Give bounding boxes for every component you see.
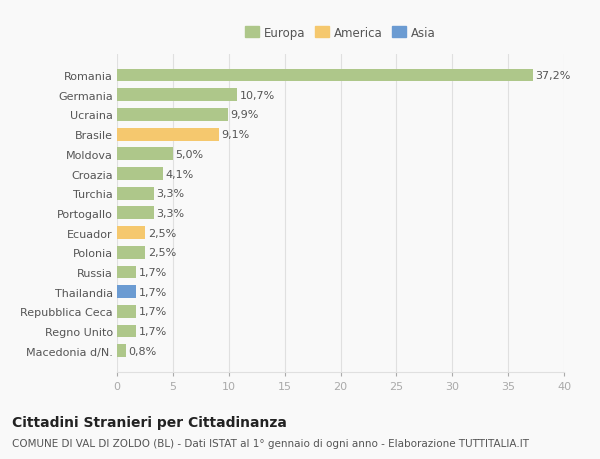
Bar xyxy=(117,148,173,161)
Bar xyxy=(117,187,154,200)
Text: 3,3%: 3,3% xyxy=(157,189,185,199)
Text: 1,7%: 1,7% xyxy=(139,287,167,297)
Text: COMUNE DI VAL DI ZOLDO (BL) - Dati ISTAT al 1° gennaio di ogni anno - Elaborazio: COMUNE DI VAL DI ZOLDO (BL) - Dati ISTAT… xyxy=(12,438,529,448)
Text: 0,8%: 0,8% xyxy=(129,346,157,356)
Legend: Europa, America, Asia: Europa, America, Asia xyxy=(242,23,439,43)
Text: 2,5%: 2,5% xyxy=(148,248,176,258)
Text: 5,0%: 5,0% xyxy=(176,150,204,159)
Bar xyxy=(117,168,163,180)
Text: 3,3%: 3,3% xyxy=(157,208,185,218)
Bar xyxy=(117,285,136,298)
Bar xyxy=(117,345,126,358)
Bar xyxy=(117,89,236,102)
Bar xyxy=(117,266,136,279)
Text: 9,1%: 9,1% xyxy=(221,130,250,140)
Text: Cittadini Stranieri per Cittadinanza: Cittadini Stranieri per Cittadinanza xyxy=(12,415,287,429)
Bar xyxy=(117,227,145,240)
Text: 1,7%: 1,7% xyxy=(139,326,167,336)
Text: 9,9%: 9,9% xyxy=(230,110,259,120)
Text: 4,1%: 4,1% xyxy=(166,169,194,179)
Bar xyxy=(117,246,145,259)
Bar xyxy=(117,69,533,82)
Bar xyxy=(117,305,136,318)
Bar xyxy=(117,207,154,220)
Bar xyxy=(117,129,218,141)
Text: 37,2%: 37,2% xyxy=(536,71,571,81)
Bar xyxy=(117,109,227,122)
Text: 2,5%: 2,5% xyxy=(148,228,176,238)
Bar xyxy=(117,325,136,338)
Text: 10,7%: 10,7% xyxy=(239,90,275,101)
Text: 1,7%: 1,7% xyxy=(139,307,167,317)
Text: 1,7%: 1,7% xyxy=(139,268,167,277)
